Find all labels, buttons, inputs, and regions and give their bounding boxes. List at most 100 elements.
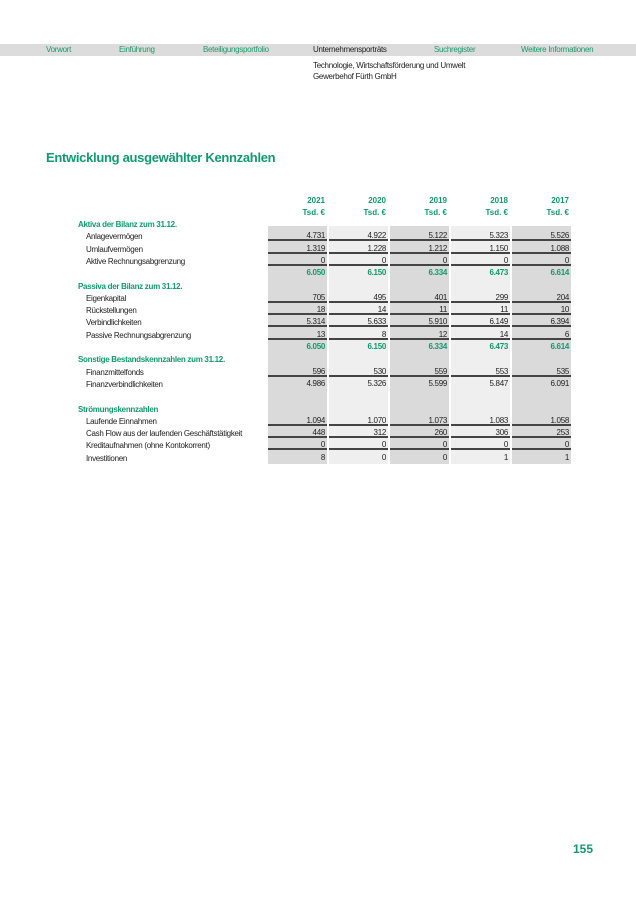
- value-cell: 5.122: [390, 231, 449, 242]
- value-cell: 6.394: [512, 317, 571, 328]
- table-row: Verbindlichkeiten 5.314 5.633 5.910 6.149 6.3…: [0, 317, 636, 329]
- unit-header: Tsd. €: [302, 208, 325, 217]
- row-label: Laufende Einnahmen: [86, 416, 157, 426]
- table-row: Finanzverbindlichkeiten 4.986 5.326 5.599 5.…: [0, 379, 636, 391]
- year-header: 2019: [429, 196, 447, 205]
- nav-unternehmensportraets[interactable]: Unternehmensporträts: [313, 45, 387, 54]
- value-cell: 1.094: [268, 416, 327, 426]
- table-row: Investitionen 8 0 0 1 1: [0, 453, 636, 465]
- value-cell: 5.633: [329, 317, 388, 328]
- value-cell: 448: [268, 428, 327, 439]
- section-header: Sonstige Bestandskennzahlen zum 31.12.: [0, 354, 636, 366]
- nav-weitere-informationen[interactable]: Weitere Informationen: [521, 45, 594, 54]
- value-cell: 495: [329, 293, 388, 303]
- unit-header: Tsd. €: [546, 208, 569, 217]
- value-cell: 6.050: [306, 268, 325, 278]
- year-header: 2020: [368, 196, 386, 205]
- unit-header: Tsd. €: [485, 208, 508, 217]
- value-cell: 4.922: [329, 231, 388, 242]
- value-cell: 0: [512, 440, 571, 451]
- row-label: Aktiva der Bilanz zum 31.12.: [78, 220, 177, 229]
- value-cell: 5.599: [428, 378, 447, 388]
- value-cell: 0: [268, 256, 327, 266]
- table-row: Finanzmittelfonds 596 530 559 553 535: [0, 367, 636, 379]
- nav-vorwort[interactable]: Vorwort: [46, 45, 72, 54]
- value-cell: 0: [329, 440, 388, 451]
- value-cell: 5.323: [451, 231, 510, 242]
- nav-einfuehrung[interactable]: Einführung: [119, 45, 155, 54]
- value-cell: 14: [329, 305, 388, 316]
- value-cell: 1.228: [329, 244, 388, 254]
- value-cell: 13: [268, 330, 327, 340]
- value-cell: 6.473: [489, 268, 508, 278]
- value-cell: 6.091: [550, 378, 569, 388]
- value-cell: 1: [564, 452, 569, 462]
- value-cell: 8: [320, 452, 325, 462]
- year-header: 2018: [490, 196, 508, 205]
- page-title: Entwicklung ausgewählter Kennzahlen: [46, 150, 276, 165]
- value-cell: 18: [268, 305, 327, 316]
- value-cell: 5.847: [489, 378, 508, 388]
- value-cell: 1.073: [390, 416, 449, 426]
- value-cell: 1.058: [512, 416, 571, 426]
- value-cell: 1: [503, 452, 508, 462]
- total-row: 6.050 6.150 6.334 6.473 6.614: [0, 342, 636, 354]
- value-cell: 5.526: [512, 231, 571, 242]
- value-cell: 6.150: [367, 268, 386, 278]
- unit-header: Tsd. €: [363, 208, 386, 217]
- table-row: Kreditaufnahmen (ohne Kontokorrent) 0 0 0 0 0: [0, 440, 636, 452]
- value-cell: 204: [512, 293, 571, 303]
- value-cell: 10: [512, 305, 571, 316]
- page-number: 155: [573, 842, 594, 856]
- row-label: Investitionen: [86, 453, 128, 463]
- value-cell: 596: [268, 367, 327, 377]
- value-cell: 11: [451, 305, 510, 316]
- value-cell: 6.050: [306, 342, 325, 351]
- row-label: Cash Flow aus der laufenden Geschäftstät…: [86, 429, 243, 439]
- value-cell: 306: [451, 428, 510, 439]
- value-cell: 299: [451, 293, 510, 303]
- value-cell: 8: [329, 330, 388, 340]
- value-cell: 705: [268, 293, 327, 303]
- row-label: Kreditaufnahmen (ohne Kontokorrent): [86, 441, 210, 451]
- value-cell: 1.070: [329, 416, 388, 426]
- value-cell: 1.319: [268, 244, 327, 254]
- value-cell: 6.334: [428, 342, 447, 351]
- value-cell: 0: [381, 452, 386, 462]
- value-cell: 0: [268, 440, 327, 451]
- table-row: Eigenkapital 705 495 401 299 204: [0, 293, 636, 305]
- value-cell: 530: [329, 367, 388, 377]
- nav-beteiligungsportfolio[interactable]: Beteiligungsportfolio: [203, 45, 269, 54]
- value-cell: 401: [390, 293, 449, 303]
- table-row: Laufende Einnahmen 1.094 1.070 1.073 1.083 1.…: [0, 416, 636, 428]
- row-label: Finanzmittelfonds: [86, 367, 144, 377]
- category-subtitle: Technologie, Wirtschaftsförderung und Um…: [313, 61, 466, 70]
- value-cell: 6.149: [451, 317, 510, 328]
- value-cell: 0: [451, 256, 510, 266]
- row-label: Anlagevermögen: [86, 232, 143, 242]
- section-header: Passiva der Bilanz zum 31.12.: [0, 281, 636, 293]
- value-cell: 1.088: [512, 244, 571, 254]
- value-cell: 0: [442, 452, 447, 462]
- value-cell: 535: [512, 367, 571, 377]
- value-cell: 5.314: [268, 317, 327, 328]
- table-row: Rückstellungen 18 14 11 11 10: [0, 305, 636, 317]
- value-cell: 6.614: [550, 342, 569, 351]
- table-row: Aktive Rechnungsabgrenzung 0 0 0 0 0: [0, 256, 636, 268]
- top-navigation: Vorwort Einführung Beteiligungsportfolio…: [0, 44, 636, 56]
- company-subtitle: Gewerbehof Fürth GmbH: [313, 72, 397, 81]
- row-label: Strömungskennzahlen: [78, 404, 159, 414]
- value-cell: 312: [329, 428, 388, 439]
- value-cell: 6.473: [489, 342, 508, 351]
- value-cell: 6: [512, 330, 571, 340]
- value-cell: 1.212: [390, 244, 449, 254]
- value-cell: 4.986: [306, 378, 325, 388]
- row-label: Aktive Rechnungsabgrenzung: [86, 256, 185, 266]
- table-row: Anlagevermögen 4.731 4.922 5.122 5.323 5.526: [0, 231, 636, 243]
- nav-suchregister[interactable]: Suchregister: [434, 45, 476, 54]
- total-row: 6.050 6.150 6.334 6.473 6.614: [0, 268, 636, 280]
- value-cell: 559: [390, 367, 449, 377]
- value-cell: 12: [390, 330, 449, 340]
- value-cell: 0: [390, 256, 449, 266]
- value-cell: 4.731: [268, 231, 327, 242]
